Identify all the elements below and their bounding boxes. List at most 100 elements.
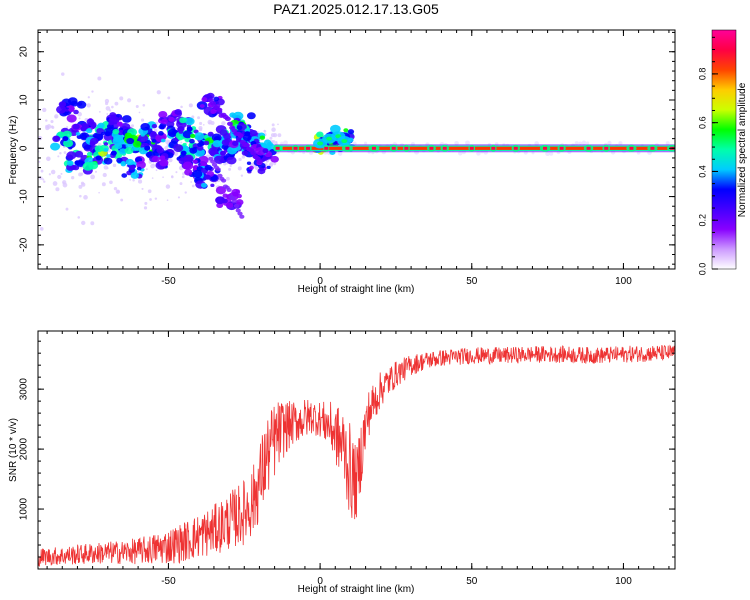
spectrogram-faint-point xyxy=(98,191,100,194)
figure-title: PAZ1.2025.012.17.13.G05 xyxy=(273,1,439,17)
spectrogram-blob xyxy=(97,122,105,129)
spectrogram-blob xyxy=(136,160,146,169)
spectrogram-streak-point xyxy=(210,101,217,106)
spectrogram-blob xyxy=(347,129,355,135)
spectrogram-blob xyxy=(192,159,198,164)
spectrogram-faint-point xyxy=(38,160,41,163)
main-band-bead-core xyxy=(469,146,474,150)
spectrogram-blob xyxy=(197,155,209,165)
spectrogram-y-tick-label: 0 xyxy=(19,145,30,151)
main-band-bead-core xyxy=(650,146,655,150)
main-band-bead-core xyxy=(371,146,376,150)
spectrogram-faint-point xyxy=(57,174,62,180)
spectrogram-blob xyxy=(161,118,168,125)
spectrogram-faint-point xyxy=(65,207,69,211)
spectrogram-halo-point xyxy=(607,140,612,145)
spectrogram-faint-point xyxy=(165,139,170,145)
spectrogram-blob xyxy=(130,172,139,179)
spectrogram-blob xyxy=(151,138,157,143)
colorbar-tick-label: 0.6 xyxy=(697,116,707,129)
spectrogram-blob-core xyxy=(198,140,205,146)
spectrogram-faint-point xyxy=(269,136,273,140)
spectrogram-blob xyxy=(156,147,165,154)
spectrogram-blob xyxy=(211,147,216,151)
spectrogram-faint-point xyxy=(39,226,44,231)
spectrogram-blob xyxy=(248,165,254,170)
spectrogram-faint-point xyxy=(271,123,275,127)
spectrogram-faint-point xyxy=(141,187,144,190)
spectrogram-blob xyxy=(56,105,67,114)
spectrogram-faint-point xyxy=(106,113,109,115)
spectrogram-streak-point xyxy=(243,142,250,148)
main-band-bead-core xyxy=(604,146,609,150)
spectrogram-blob xyxy=(50,142,61,151)
spectrogram-blob xyxy=(241,150,249,156)
spectrogram-faint-point xyxy=(145,168,148,171)
spectrogram-blob xyxy=(109,112,117,118)
spectrogram-streak-point xyxy=(224,116,231,122)
spectrogram-faint-point xyxy=(105,106,111,111)
spectrogram-faint-point xyxy=(47,125,50,128)
spectrogram-faint-point xyxy=(78,172,83,177)
snr-y-tick-label: 3000 xyxy=(19,378,30,401)
spectrogram-blob-core xyxy=(116,121,123,127)
spectrogram-blob xyxy=(200,182,208,188)
spectrogram-faint-point xyxy=(214,182,217,184)
spectrogram-halo-point xyxy=(574,141,579,146)
spectrogram-faint-point xyxy=(80,181,85,185)
spectrogram-faint-point xyxy=(98,110,101,113)
snr-x-label: Height of straight line (km) xyxy=(298,584,415,595)
spectrogram-blob xyxy=(213,155,225,164)
spectrogram-faint-point xyxy=(190,181,193,183)
spectrogram-blob xyxy=(204,164,213,171)
main-band-bead-core xyxy=(391,146,396,150)
spectrogram-faint-point xyxy=(168,158,173,163)
spectrogram-faint-point xyxy=(229,164,232,168)
spectrogram-streak-point xyxy=(250,150,257,156)
spectrogram-blob xyxy=(88,161,99,170)
spectrogram-blob xyxy=(103,142,109,146)
spectrogram-faint-point xyxy=(50,119,54,124)
spectrogram-faint-point xyxy=(162,176,164,178)
spectrogram-faint-point xyxy=(167,96,171,100)
spectrogram-faint-point xyxy=(171,175,174,178)
spectrogram-faint-point xyxy=(45,119,48,122)
spectrogram-faint-point xyxy=(79,194,82,198)
spectrogram-blob-core xyxy=(186,126,193,132)
spectrogram-blob-core xyxy=(180,150,187,156)
spectrogram-blob xyxy=(151,123,158,129)
spectrogram-blob xyxy=(121,173,128,178)
main-band-bead-core xyxy=(404,146,409,150)
spectrogram-blob xyxy=(190,133,196,139)
spectrogram-blob xyxy=(151,155,161,163)
spectrogram-blob xyxy=(94,145,104,153)
spectrogram-x-tick-label: 50 xyxy=(466,276,478,287)
spectrogram-blob xyxy=(221,144,229,150)
spectrogram-halo-point xyxy=(545,151,550,157)
colorbar-ticks: 0.0 0.2 0.4 0.6 0.8 xyxy=(697,29,737,275)
spectrogram-faint-point xyxy=(191,184,195,188)
main-band-bead-core xyxy=(345,146,350,150)
spectrogram-blob xyxy=(182,161,194,171)
spectrogram-faint-point xyxy=(179,182,183,186)
spectrogram-blob xyxy=(73,109,79,115)
spectrogram-faint-point xyxy=(81,220,86,226)
spectrogram-x-tick-label: 100 xyxy=(615,276,632,287)
spectrogram-blob-core xyxy=(232,140,239,146)
spectrogram-faint-point xyxy=(202,124,205,126)
spectrogram-blob xyxy=(86,151,93,157)
spectrogram-faint-point xyxy=(175,171,178,174)
spectrogram-blob xyxy=(256,143,261,148)
spectrogram-blob xyxy=(189,138,195,144)
main-band-bead-core xyxy=(513,146,518,150)
colorbar-label: Normalized spectral amplitude xyxy=(737,82,748,217)
spectrogram-faint-point xyxy=(78,184,83,189)
spectrogram-blob xyxy=(122,115,132,123)
spectrogram-faint-point xyxy=(55,187,60,192)
spectrogram-halo-point xyxy=(578,141,583,146)
spectrogram-blob xyxy=(199,104,205,109)
spectrogram-blob xyxy=(183,154,194,163)
spectrogram-streak-point xyxy=(210,159,216,164)
spectrogram-blob-core xyxy=(168,116,175,122)
spectrogram-faint-point xyxy=(168,163,170,166)
